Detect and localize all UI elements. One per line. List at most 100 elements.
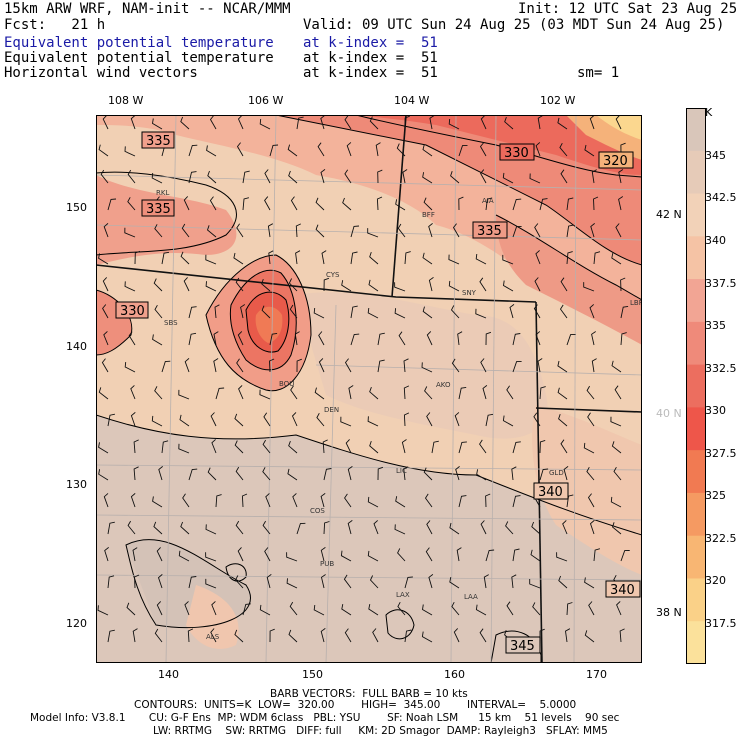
forecast-hour: Fcst: 21 h	[4, 17, 106, 33]
wind-barb	[422, 172, 433, 184]
wind-barb	[377, 359, 385, 373]
wind-barb	[506, 385, 514, 400]
colorbar-swatch	[686, 321, 706, 366]
lat-label-38n: 38 N	[656, 606, 682, 619]
wind-barb	[320, 115, 325, 130]
wind-barb	[590, 223, 595, 238]
wind-barb	[268, 250, 274, 265]
wind-barb	[317, 142, 325, 157]
wind-barb	[479, 439, 487, 454]
wind-barb	[373, 520, 379, 535]
wind-barb	[502, 254, 514, 265]
wind-barb	[234, 413, 244, 427]
wind-barb	[98, 387, 109, 400]
station-bou: BOU	[279, 380, 294, 388]
contour-label-boxes: 335 335 330 330 320 335 340 340 345	[115, 131, 641, 654]
wind-barb	[404, 629, 412, 643]
wind-barb	[620, 550, 630, 562]
wind-barb	[98, 253, 109, 265]
wind-barb	[591, 169, 597, 184]
wind-barb	[242, 603, 251, 616]
wind-barb	[502, 415, 514, 427]
wind-barb	[458, 144, 468, 157]
wind-barb	[565, 628, 571, 643]
wind-barb	[397, 601, 406, 616]
colorbar-swatch	[686, 621, 706, 664]
wind-barb	[205, 524, 217, 535]
station-laa: LAA	[464, 593, 478, 601]
colorbar-swatch	[686, 364, 706, 408]
wind-barb	[265, 493, 271, 508]
wind-barb	[591, 358, 597, 373]
wind-barb	[242, 197, 250, 211]
wind-barb	[450, 171, 460, 184]
wind-barb	[618, 196, 624, 211]
wind-barb	[132, 628, 138, 643]
wind-barb	[130, 412, 136, 427]
station-gld: GLD	[549, 469, 564, 477]
county-boundaries	[96, 115, 642, 663]
x-label-170: 170	[586, 668, 607, 681]
wind-barb	[161, 440, 169, 454]
wind-barb	[188, 468, 198, 481]
wind-barb	[566, 602, 573, 616]
wind-barb	[529, 579, 541, 589]
wind-barb	[619, 628, 625, 643]
wind-barb	[158, 466, 163, 481]
wind-barb	[266, 574, 272, 589]
wind-barb	[506, 601, 514, 616]
wind-barb	[130, 493, 136, 508]
wind-barb	[563, 466, 569, 481]
wind-barb	[614, 385, 622, 400]
wind-barb	[475, 308, 487, 319]
wind-barb	[288, 170, 298, 184]
wind-barb	[421, 362, 433, 373]
wind-barb	[426, 520, 433, 535]
wind-barb	[534, 277, 541, 292]
wind-barb	[503, 280, 514, 292]
wind-barb	[98, 469, 109, 481]
wind-barb	[264, 196, 271, 211]
wind-barb	[422, 144, 433, 157]
wind-barb	[180, 116, 190, 130]
wind-barb	[340, 416, 352, 427]
wind-barb	[261, 305, 271, 319]
wind-barb	[178, 389, 190, 400]
wind-barb	[156, 601, 163, 616]
wind-barb	[539, 198, 548, 211]
wind-barb	[237, 331, 244, 346]
colorbar-swatch	[686, 236, 706, 280]
wind-barb	[130, 115, 136, 130]
station-lic: LIC	[396, 467, 407, 475]
wind-barb	[264, 547, 271, 562]
wind-barb	[394, 308, 406, 319]
wind-barb	[458, 386, 467, 400]
wind-barb	[128, 331, 136, 346]
colorbar-swatch	[686, 492, 706, 537]
colorbar	[686, 108, 706, 664]
wind-barb	[512, 198, 522, 211]
wind-barb	[394, 524, 406, 535]
wind-barb	[178, 443, 190, 454]
wind-barb	[345, 439, 352, 454]
wind-barb	[102, 304, 109, 319]
wind-barb	[347, 520, 353, 535]
wind-barb	[235, 575, 244, 589]
wind-barb	[124, 146, 136, 157]
wind-barb	[215, 387, 225, 400]
wind-barb	[205, 578, 217, 589]
wind-barb	[323, 468, 332, 481]
wind-barb	[188, 332, 197, 346]
wind-barb	[262, 520, 271, 535]
station-sbs: SBS	[164, 319, 178, 327]
wind-barb	[615, 115, 622, 130]
y-label-150: 150	[66, 201, 87, 214]
colorbar-label-340: 340	[705, 234, 726, 247]
wind-barb	[320, 574, 326, 589]
wind-barb	[322, 439, 328, 454]
wind-barb	[512, 441, 521, 454]
wind-barb	[237, 115, 244, 130]
wind-barb	[559, 304, 568, 319]
wind-barb	[367, 416, 379, 427]
wind-barb	[124, 227, 136, 238]
